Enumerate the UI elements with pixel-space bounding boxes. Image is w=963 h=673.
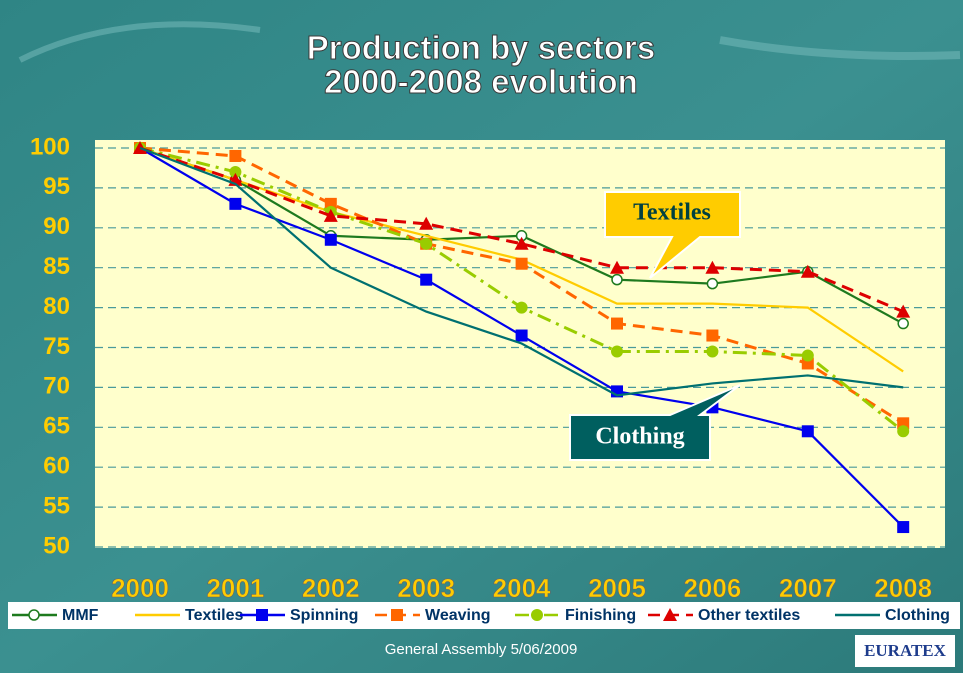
x-tick-label: 2000 — [111, 573, 169, 603]
marker — [706, 345, 718, 357]
legend-label: Spinning — [290, 607, 358, 624]
y-tick-label: 85 — [43, 253, 70, 280]
marker — [611, 318, 623, 330]
y-tick-label: 100 — [30, 133, 70, 160]
y-tick-label: 80 — [43, 293, 70, 320]
legend-marker — [29, 610, 39, 620]
marker — [229, 198, 241, 210]
marker — [706, 330, 718, 342]
legend-label: Clothing — [885, 607, 950, 624]
logo: EURATEX — [864, 641, 947, 660]
marker — [897, 521, 909, 533]
footer: General Assembly 5/06/2009 — [385, 641, 578, 658]
legend-marker — [531, 609, 543, 621]
marker — [897, 425, 909, 437]
legend-label: Other textiles — [698, 607, 800, 624]
y-tick-label: 75 — [43, 333, 70, 360]
legend-label: Finishing — [565, 607, 636, 624]
marker — [516, 330, 528, 342]
annotation: Textiles — [633, 200, 711, 226]
y-tick-label: 55 — [43, 492, 70, 519]
x-tick-label: 2006 — [683, 573, 741, 603]
y-tick-label: 60 — [43, 453, 70, 480]
x-tick-label: 2001 — [206, 573, 264, 603]
marker — [420, 274, 432, 286]
x-tick-label: 2008 — [874, 573, 932, 603]
y-tick-label: 90 — [43, 213, 70, 240]
marker — [229, 150, 241, 162]
marker — [611, 345, 623, 357]
marker — [325, 234, 337, 246]
marker — [612, 275, 622, 285]
marker — [802, 349, 814, 361]
legend-label: MMF — [62, 607, 99, 624]
x-tick-label: 2002 — [302, 573, 360, 603]
legend-marker — [256, 609, 268, 621]
y-tick-label: 65 — [43, 413, 70, 440]
x-tick-label: 2007 — [779, 573, 837, 603]
marker — [898, 319, 908, 329]
x-tick-label: 2004 — [493, 573, 551, 603]
y-tick-label: 50 — [43, 532, 70, 559]
legend-marker — [391, 609, 403, 621]
marker — [516, 258, 528, 270]
legend-label: Textiles — [185, 607, 244, 624]
x-tick-label: 2005 — [588, 573, 646, 603]
y-tick-label: 95 — [43, 173, 70, 200]
marker — [802, 425, 814, 437]
annotation: Clothing — [595, 424, 684, 450]
marker — [420, 238, 432, 250]
legend-label: Weaving — [425, 607, 491, 624]
slide: Production by sectors2000-2008 evolution… — [0, 0, 963, 673]
marker — [707, 279, 717, 289]
x-tick-label: 2003 — [397, 573, 455, 603]
marker — [516, 302, 528, 314]
y-tick-label: 70 — [43, 373, 70, 400]
